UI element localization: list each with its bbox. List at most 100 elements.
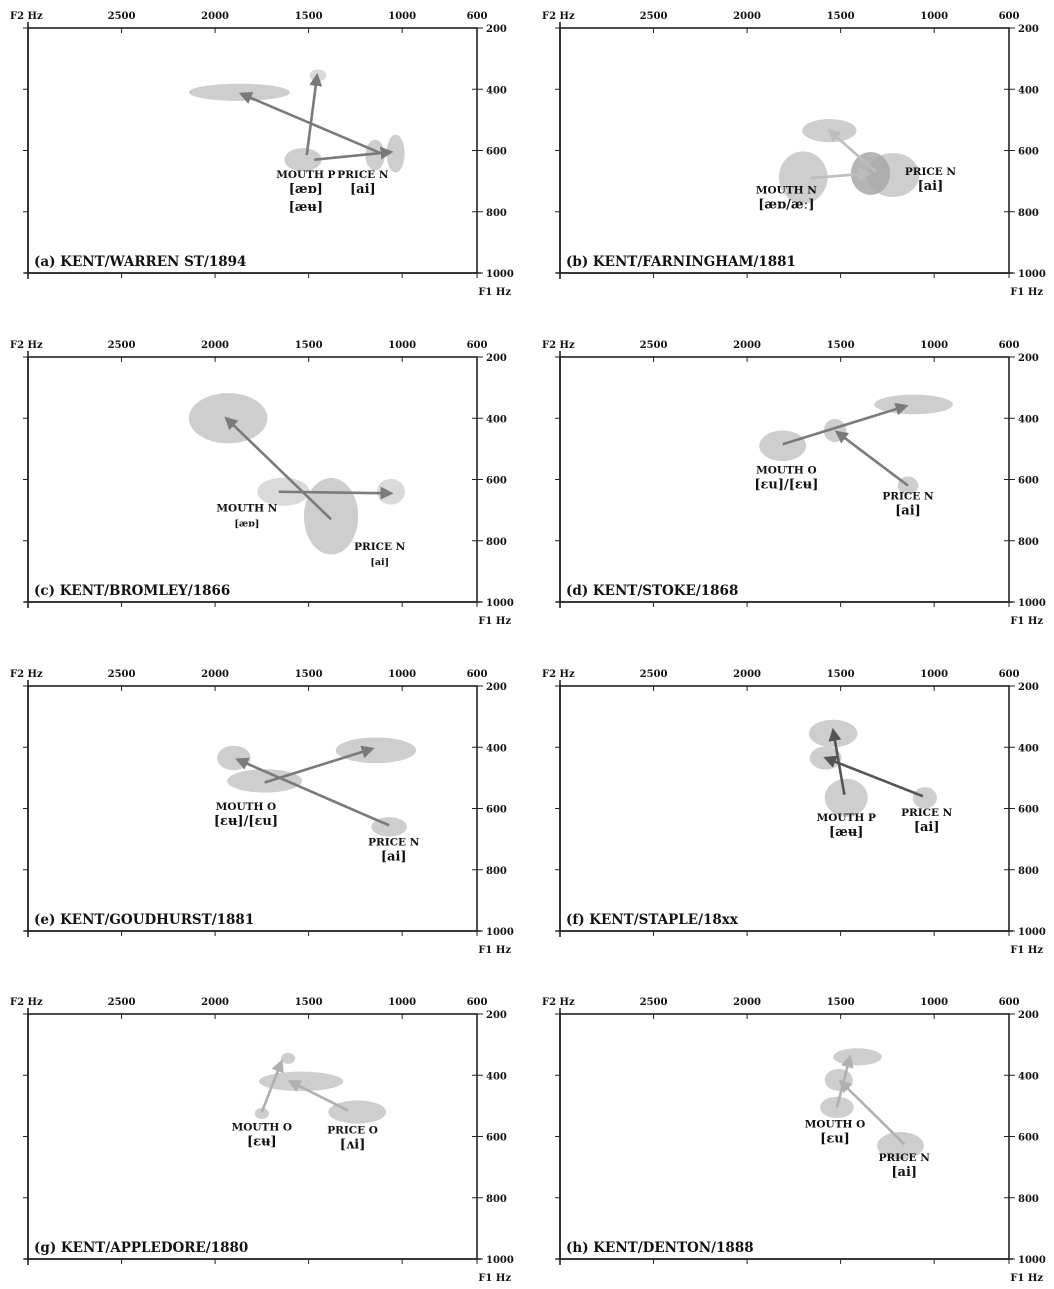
y-tick-label: 200 bbox=[1018, 353, 1039, 364]
vowel-ellipse bbox=[877, 1131, 924, 1160]
panel-title: (c) KENT/BROMLEY/1866 bbox=[34, 583, 230, 599]
y-tick-label: 400 bbox=[1018, 743, 1039, 754]
chart-panel-g: 2500 2000 1500 1000 600 200 400 600 800 1000 F2 Hz… bbox=[10, 997, 514, 1284]
y-axis-name: F1 Hz bbox=[478, 945, 511, 956]
vowel-label: [ai] bbox=[350, 182, 376, 197]
y-tick-label: 600 bbox=[486, 805, 507, 816]
panel-title: (e) KENT/GOUDHURST/1881 bbox=[34, 912, 254, 928]
vowel-label: MOUTH P bbox=[817, 812, 876, 824]
x-tick-label: 2000 bbox=[201, 340, 229, 351]
y-tick-label: 200 bbox=[486, 353, 507, 364]
vowel-label: MOUTH O bbox=[216, 801, 276, 813]
y-tick-label: 200 bbox=[486, 1010, 507, 1021]
vowel-ellipse bbox=[216, 745, 251, 771]
x-tick-label: 600 bbox=[467, 340, 488, 351]
vowel-label: PRICE N bbox=[905, 166, 957, 178]
x-axis-name: F2 Hz bbox=[542, 997, 575, 1008]
x-tick-label: 600 bbox=[467, 669, 488, 680]
vowel-label: [æʉ] bbox=[289, 200, 323, 215]
vowel-label: [ai] bbox=[895, 503, 921, 518]
vowel-label: PRICE N bbox=[879, 1152, 931, 1164]
x-tick-label: 1000 bbox=[388, 669, 416, 680]
vowel-label: [æʉ] bbox=[829, 825, 863, 840]
x-axis-name: F2 Hz bbox=[10, 669, 43, 680]
chart-panel-f: 2500 2000 1500 1000 600 200 400 600 800 1000 F2 Hz… bbox=[542, 669, 1046, 956]
vowel-label: PRICE O bbox=[327, 1124, 378, 1136]
vowel-ellipse bbox=[335, 737, 417, 764]
x-axis-name: F2 Hz bbox=[10, 11, 43, 22]
y-tick-label: 1000 bbox=[1018, 1255, 1046, 1266]
x-tick-label: 1000 bbox=[920, 997, 948, 1008]
x-tick-label: 1000 bbox=[388, 340, 416, 351]
vowel-label: MOUTH O bbox=[805, 1118, 865, 1130]
vowel-label: PRICE N bbox=[882, 490, 934, 502]
x-tick-label: 600 bbox=[999, 11, 1020, 22]
vowel-label: MOUTH O bbox=[232, 1121, 292, 1133]
trajectory-arrow bbox=[235, 757, 390, 827]
x-axis-name: F2 Hz bbox=[542, 11, 575, 22]
vowel-ellipse bbox=[386, 134, 405, 173]
y-tick-label: 400 bbox=[1018, 85, 1039, 96]
y-tick-label: 200 bbox=[486, 24, 507, 35]
vowel-ellipse bbox=[912, 787, 937, 809]
panel-title: (b) KENT/FARNINGHAM/1881 bbox=[566, 254, 796, 270]
vowel-label: [æɒ/æː] bbox=[758, 197, 814, 212]
x-tick-label: 1500 bbox=[827, 340, 855, 351]
vowel-ellipse bbox=[328, 1100, 387, 1124]
trajectory-arrow bbox=[260, 1059, 284, 1113]
x-tick-label: 2000 bbox=[733, 997, 761, 1008]
y-tick-label: 1000 bbox=[1018, 269, 1046, 280]
vowel-label: [ai] bbox=[914, 820, 940, 835]
trajectory-arrow bbox=[834, 430, 909, 487]
y-axis-name: F1 Hz bbox=[1010, 287, 1043, 298]
plot-frame bbox=[27, 356, 478, 603]
y-tick-label: 400 bbox=[1018, 414, 1039, 425]
trajectory-arrow bbox=[827, 128, 878, 173]
x-tick-label: 600 bbox=[467, 997, 488, 1008]
trajectory-arrow bbox=[224, 416, 332, 521]
x-tick-label: 2500 bbox=[108, 669, 136, 680]
y-tick-label: 1000 bbox=[486, 927, 514, 938]
chart-panel-d: 2500 2000 1500 1000 600 200 400 600 800 1000 F2 Hz… bbox=[542, 340, 1046, 627]
trajectory-arrow bbox=[287, 1080, 349, 1112]
x-tick-label: 1000 bbox=[920, 669, 948, 680]
y-tick-label: 400 bbox=[1018, 1071, 1039, 1082]
x-axis-name: F2 Hz bbox=[542, 669, 575, 680]
y-tick-label: 1000 bbox=[1018, 927, 1046, 938]
vowel-label: [ɛu] bbox=[820, 1131, 850, 1146]
y-tick-label: 800 bbox=[486, 1194, 507, 1205]
x-tick-label: 1500 bbox=[827, 997, 855, 1008]
x-tick-label: 2000 bbox=[201, 997, 229, 1008]
panel-title: (g) KENT/APPLEDORE/1880 bbox=[34, 1240, 248, 1256]
x-tick-label: 1000 bbox=[920, 340, 948, 351]
y-tick-label: 600 bbox=[1018, 147, 1039, 158]
y-tick-label: 800 bbox=[486, 537, 507, 548]
vowel-ellipse bbox=[303, 477, 359, 555]
vowel-ellipse bbox=[820, 1096, 854, 1119]
vowel-ellipse bbox=[280, 1052, 296, 1064]
chart-panel-e: 2500 2000 1500 1000 600 200 400 600 800 1000 F2 Hz… bbox=[10, 669, 514, 956]
x-tick-label: 2500 bbox=[640, 669, 668, 680]
vowel-ellipse bbox=[188, 83, 290, 101]
chart-panel-c: 2500 2000 1500 1000 600 200 400 600 800 1000 F2 Hz… bbox=[10, 340, 514, 627]
panel-title: (d) KENT/STOKE/1868 bbox=[566, 583, 738, 599]
panel-title: (f) KENT/STAPLE/18xx bbox=[566, 912, 739, 928]
x-tick-label: 2500 bbox=[640, 997, 668, 1008]
x-tick-label: 1000 bbox=[920, 11, 948, 22]
y-axis-name: F1 Hz bbox=[478, 1273, 511, 1284]
y-tick-label: 600 bbox=[1018, 805, 1039, 816]
vowel-label: PRICE N bbox=[901, 807, 953, 819]
y-tick-label: 800 bbox=[1018, 866, 1039, 877]
x-tick-label: 1500 bbox=[827, 11, 855, 22]
x-axis-name: F2 Hz bbox=[542, 340, 575, 351]
vowel-label: [ai] bbox=[370, 557, 389, 568]
y-axis-name: F1 Hz bbox=[478, 287, 511, 298]
vowel-ellipse bbox=[778, 151, 828, 204]
trajectory-arrow bbox=[278, 486, 394, 500]
y-tick-label: 200 bbox=[1018, 24, 1039, 35]
trajectory-arrow bbox=[305, 72, 323, 156]
plot-frame bbox=[559, 1013, 1010, 1260]
vowel-label: [ɛʉ] bbox=[247, 1134, 277, 1149]
x-tick-label: 2500 bbox=[108, 11, 136, 22]
panel-title: (h) KENT/DENTON/1888 bbox=[566, 1240, 754, 1256]
